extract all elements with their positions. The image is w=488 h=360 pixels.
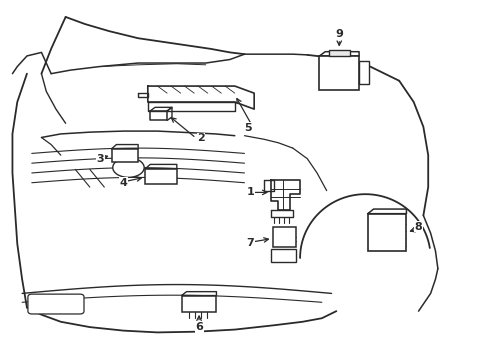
Text: 3: 3 — [97, 154, 104, 165]
Ellipse shape — [113, 158, 144, 177]
FancyBboxPatch shape — [28, 294, 84, 314]
Bar — [270, 249, 296, 261]
Text: 9: 9 — [335, 29, 343, 39]
Bar — [111, 149, 138, 162]
Text: 5: 5 — [244, 122, 252, 132]
Bar — [272, 227, 295, 247]
Text: 6: 6 — [195, 322, 203, 332]
Text: 7: 7 — [246, 238, 254, 248]
Bar — [145, 168, 177, 184]
Text: 4: 4 — [120, 178, 127, 188]
Text: 8: 8 — [414, 222, 422, 232]
Bar — [181, 296, 216, 312]
Bar — [367, 214, 406, 251]
Bar — [319, 56, 358, 90]
Bar — [328, 50, 350, 56]
Text: 1: 1 — [246, 188, 254, 197]
Bar — [358, 61, 368, 84]
Text: 2: 2 — [197, 133, 204, 143]
